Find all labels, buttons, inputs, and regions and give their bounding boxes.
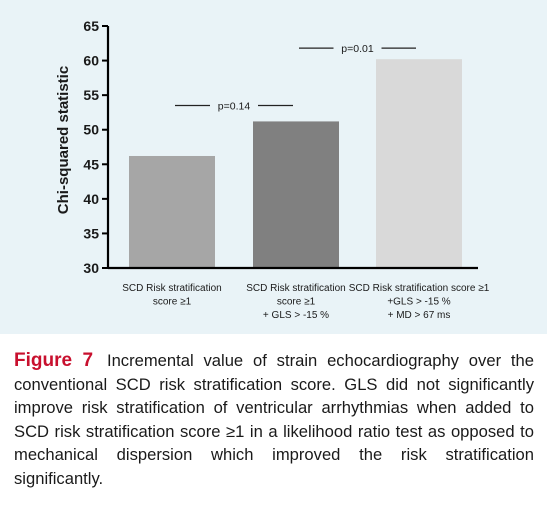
y-tick-label-40: 40 — [83, 191, 99, 207]
bar-chart: 30 35 40 45 50 55 60 65 p=0.14 p=0.01 SCD Risk s… — [55, 18, 490, 321]
y-tick-label-65: 65 — [83, 18, 99, 34]
annotation-label-2: p=0.01 — [341, 43, 374, 55]
category-label-line: + MD > 67 ms — [388, 310, 451, 321]
y-axis: 30 35 40 45 50 55 60 65 — [83, 18, 478, 276]
y-axis-title: Chi-squared statistic — [55, 66, 72, 214]
bars-layer — [129, 59, 462, 269]
caption-text: Incremental value of strain echocardiogr… — [14, 351, 534, 488]
bar-3 — [376, 59, 462, 269]
y-tick-label-55: 55 — [83, 87, 99, 103]
category-label-line: +GLS > -15 % — [387, 297, 450, 308]
bar-1 — [129, 155, 215, 268]
category-label-line: SCD Risk stratification — [122, 283, 221, 294]
figure-caption: Figure 7 Incremental value of strain ech… — [14, 349, 534, 491]
y-tick-label-50: 50 — [83, 122, 99, 138]
y-tick-label-35: 35 — [83, 225, 99, 241]
y-tick-label-45: 45 — [83, 156, 99, 172]
category-label-line: score ≥1 — [277, 297, 316, 308]
category-label-line: score ≥1 — [153, 297, 192, 308]
bar-2 — [253, 121, 339, 268]
annotation-label-1: p=0.14 — [218, 101, 251, 113]
figure-label: Figure 7 — [14, 350, 94, 371]
category-label-2: SCD Risk stratification score ≥1 + GLS > -… — [246, 283, 345, 321]
category-label-line: SCD Risk stratification — [246, 283, 345, 294]
significance-annotations: p=0.14 p=0.01 — [175, 43, 416, 113]
category-label-3: SCD Risk stratification score ≥1 +GLS > -… — [349, 283, 490, 321]
y-tick-label-60: 60 — [83, 53, 99, 69]
category-label-line: SCD Risk stratification score ≥1 — [349, 283, 490, 294]
category-label-line: + GLS > -15 % — [263, 310, 329, 321]
y-tick-label-30: 30 — [83, 260, 99, 276]
category-label-1: SCD Risk stratification score ≥1 — [122, 283, 221, 308]
